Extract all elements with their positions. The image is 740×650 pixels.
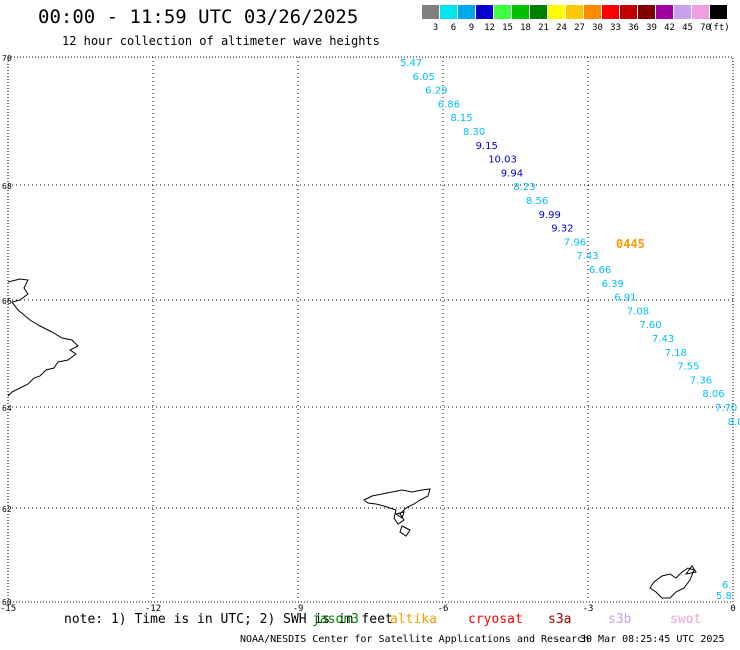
legend-swatch: [584, 5, 601, 19]
wave-height-value: 6.66: [589, 265, 611, 276]
wave-height-value: 7.55: [677, 362, 699, 373]
wave-height-value: 8.56: [526, 196, 548, 207]
legend-label: 27: [574, 23, 585, 33]
wave-height-value: 9.32: [551, 224, 573, 235]
wave-height-value: 8.0: [728, 417, 740, 428]
wave-height-value: 10.03: [488, 155, 517, 166]
legend-swatch: [440, 5, 457, 19]
wave-height-value: 9.15: [476, 141, 498, 152]
legend-label: 12: [484, 23, 495, 33]
note-text: note: 1) Time is in UTC; 2) SWH is in fe…: [64, 612, 393, 627]
legend-swatch: [638, 5, 655, 19]
wave-height-value: 6.: [722, 580, 732, 591]
legend-swatch: [602, 5, 619, 19]
longitude-label: -12: [145, 604, 161, 614]
wave-height-value: 8.23: [513, 182, 535, 193]
footer-timestamp: 30 Mar 08:25:45 UTC 2025: [580, 634, 725, 645]
latitude-label: 66: [2, 297, 12, 306]
satellite-altika: altika: [390, 612, 437, 627]
coastlines: [7, 278, 697, 599]
latitude-label: 68: [2, 182, 12, 191]
satellite-jason3: jason3: [312, 612, 359, 627]
legend-label: 70: [700, 23, 711, 33]
wave-height-track: 5.47 6.05 6.29 6.86 8.15 8.30 9.15 10.03 9.94 8.2…: [400, 58, 740, 602]
wave-height-value: 7.96: [564, 237, 586, 248]
satellite-cryosat: cryosat: [468, 612, 523, 627]
legend-label: 3: [432, 23, 439, 33]
legend-swatch: [620, 5, 637, 19]
map-grid: 70 68 66 64 62 60-15 -12 -9 -6 -3 0: [0, 54, 736, 614]
legend-label: 15: [502, 23, 513, 33]
wave-height-value: 8.30: [463, 127, 485, 138]
longitude-label: -9: [293, 604, 304, 614]
legend-swatch: [476, 5, 493, 19]
legend-label: 30: [592, 23, 603, 33]
satellite-s3a: s3a: [548, 612, 572, 627]
iceland-coast: [7, 278, 79, 397]
latitude-label: 60: [2, 598, 12, 607]
longitude-label: 0: [730, 604, 735, 614]
shetland-coast: [649, 565, 697, 599]
wave-height-value: 8.15: [450, 113, 472, 124]
wave-height-value: 7.18: [665, 348, 687, 359]
satellite-s3b: s3b: [608, 612, 632, 627]
latitude-label: 64: [2, 404, 12, 413]
legend-label: 21: [538, 23, 549, 33]
wave-height-value: 7.08: [627, 306, 649, 317]
wave-height-value: 9.94: [501, 168, 523, 179]
wave-height-value: 9.99: [539, 210, 561, 221]
legend-swatch: [710, 5, 727, 19]
legend-swatch: [656, 5, 673, 19]
map-subtitle: 12 hour collection of altimeter wave hei…: [62, 34, 380, 48]
footer-credit: NOAA/NESDIS Center for Satellite Applica…: [240, 634, 590, 645]
legend-label: 6: [450, 23, 457, 33]
wave-height-value: 6.39: [602, 279, 624, 290]
legend-label: 9: [468, 23, 475, 33]
legend-swatch: [674, 5, 691, 19]
wave-height-value: 7.70: [715, 403, 737, 414]
wave-height-value: 5.47: [400, 58, 422, 69]
wave-height-value: 7.43: [576, 251, 598, 262]
legend-label: 33: [610, 23, 621, 33]
legend-unit: (ft): [708, 23, 730, 33]
wave-height-value: 7.43: [652, 334, 674, 345]
wave-height-value: 8.06: [702, 389, 724, 400]
legend-label: 39: [646, 23, 657, 33]
satellite-swot: swot: [670, 612, 702, 627]
wave-height-value: 7.60: [639, 320, 661, 331]
pass-time-label: 0445: [616, 237, 645, 251]
legend-label: 42: [664, 23, 675, 33]
legend-label: 24: [556, 23, 567, 33]
map-title: 00:00 - 11:59 UTC 03/26/2025: [38, 6, 359, 28]
legend-swatch: [494, 5, 511, 19]
legend-swatch: [458, 5, 475, 19]
legend-label: 18: [520, 23, 531, 33]
legend-label: 45: [682, 23, 693, 33]
longitude-label: -6: [438, 604, 449, 614]
legend-swatch: [692, 5, 709, 19]
legend-swatch: [530, 5, 547, 19]
legend-swatch: [548, 5, 565, 19]
wave-height-value: 6.86: [438, 99, 460, 110]
faroe-islands-coast: [363, 488, 431, 537]
legend-label: 36: [628, 23, 639, 33]
longitude-label: -3: [583, 604, 594, 614]
wave-height-value: 7.36: [690, 375, 712, 386]
wave-height-value: 6.29: [425, 86, 447, 97]
latitude-label: 62: [2, 505, 12, 514]
legend-swatch: [422, 5, 439, 19]
map-frame: [7, 56, 734, 603]
wave-height-value: 5.8: [716, 591, 732, 602]
legend-swatch: [566, 5, 583, 19]
legend-swatch: [512, 5, 529, 19]
longitude-label: -15: [0, 604, 16, 614]
wave-height-value: 6.91: [614, 293, 636, 304]
latitude-label: 70: [2, 54, 12, 63]
wave-height-value: 6.05: [413, 72, 435, 83]
